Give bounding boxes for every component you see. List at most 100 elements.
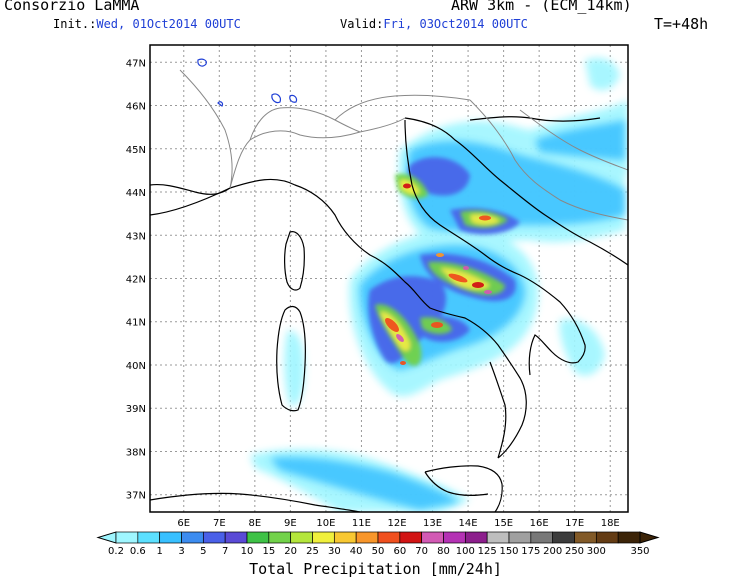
lat-label-10: 37N	[126, 491, 146, 502]
colorbar-label-14: 70	[415, 546, 428, 557]
colorbar-swatch-5	[224, 531, 248, 544]
coastline-corsica	[284, 231, 305, 291]
colorbar-swatch-1	[137, 531, 161, 544]
lon-label-4: 10E	[316, 518, 335, 529]
precip-area-sardinia-east	[284, 330, 305, 407]
lon-label-8: 14E	[459, 518, 478, 529]
borders	[179, 69, 628, 221]
coastline-france	[150, 183, 231, 195]
colorbar-swatch-14	[421, 531, 444, 544]
longitude-labels: 6E 7E 8E 9E 10E 11E 12E 13E 14E 15E 16E 17E 18E	[177, 518, 619, 529]
lon-label-9: 15E	[494, 518, 513, 529]
colorbar-swatch-8	[290, 531, 313, 544]
coastline-sardinia	[276, 305, 306, 412]
init-time: Init.:Wed, 01Oct2014 00UTC	[53, 18, 241, 30]
lat-label-8: 39N	[126, 404, 146, 415]
lon-label-3: 9E	[284, 518, 297, 529]
lead-time: T=+48h	[654, 15, 709, 33]
colorbar-label-18: 150	[499, 546, 518, 557]
colorbar-label-3: 3	[178, 546, 184, 557]
coastline-italy-north	[150, 119, 586, 459]
colorbar-label-23: 350	[630, 546, 649, 557]
lon-label-5: 11E	[352, 518, 371, 529]
colorbar-label-1: 0.6	[130, 546, 146, 557]
border-swiss	[249, 107, 361, 141]
lon-label-1: 7E	[213, 518, 226, 529]
coastline-sicily	[424, 465, 503, 512]
valid-value: Fri, 03Oct2014 00UTC	[383, 17, 528, 31]
lat-label-2: 45N	[126, 145, 146, 156]
colorbar-label-22: 300	[587, 546, 606, 557]
coastlines	[150, 116, 628, 512]
colorbar-label-15: 80	[437, 546, 450, 557]
colorbar-label-9: 25	[306, 546, 319, 557]
colorbar-swatch-12	[377, 531, 401, 544]
colorbar-swatch-6	[246, 531, 270, 544]
precip-area-ionian	[559, 319, 605, 376]
colorbar-arrow-high	[639, 531, 660, 544]
colorbar-swatch-16	[464, 531, 488, 544]
colorbar-swatch-21	[574, 531, 597, 544]
border-balkans-inner	[469, 99, 628, 221]
colorbar-label-20: 200	[543, 546, 562, 557]
colorbar-swatch-11	[355, 531, 379, 544]
lon-label-10: 16E	[530, 518, 549, 529]
colorbar-label-17: 125	[478, 546, 497, 557]
colorbar-arrow-low	[96, 531, 117, 544]
colorbar-label-19: 175	[521, 546, 540, 557]
init-value: Wed, 01Oct2014 00UTC	[96, 17, 241, 31]
lat-label-0: 47N	[126, 58, 146, 69]
lat-label-7: 40N	[126, 361, 146, 372]
lat-label-9: 38N	[126, 447, 146, 458]
colorbar-label-21: 250	[565, 546, 584, 557]
colorbar-swatch-10	[333, 531, 357, 544]
colorbar-title: Total Precipitation [mm/24h]	[249, 560, 502, 578]
colorbar-swatch-13	[399, 531, 423, 544]
lon-label-6: 12E	[387, 518, 406, 529]
colorbar-swatch-3	[181, 531, 204, 544]
lat-label-3: 44N	[126, 188, 146, 199]
lat-label-1: 46N	[126, 102, 146, 113]
colorbar-swatch-17	[486, 531, 510, 544]
colorbar-label-5: 7	[222, 546, 228, 557]
colorbar-swatch-2	[159, 531, 182, 544]
colorbar-swatch-19	[530, 531, 554, 544]
lat-label-5: 42N	[126, 275, 146, 286]
lat-label-4: 43N	[126, 231, 146, 242]
border-austria	[334, 94, 471, 121]
colorbar-label-2: 1	[156, 546, 162, 557]
colorbar-swatch-20	[552, 531, 575, 544]
colorbar-swatch-18	[508, 531, 532, 544]
colorbar-swatch-0	[115, 531, 139, 544]
lon-label-12: 18E	[601, 518, 620, 529]
init-label: Init.:	[53, 17, 97, 31]
lakes	[197, 58, 298, 107]
valid-time: Valid:Fri, 03Oct2014 00UTC	[340, 18, 528, 30]
colorbar-swatch-22	[595, 531, 619, 544]
lon-label-11: 17E	[565, 518, 584, 529]
colorbar: 0.2 0.6 1 3 5 7 10 15 20 25 30 40 50 60 70 80 100 125 150 1…	[96, 531, 660, 557]
border-balkans-inner-2	[519, 109, 628, 171]
colorbar-label-8: 20	[284, 546, 297, 557]
map-frame	[149, 44, 629, 513]
colorbar-label-6: 10	[241, 546, 254, 557]
model-title: ARW 3km - (ECM_14km)	[451, 0, 632, 14]
border-alps	[229, 117, 406, 189]
org-title: Consorzio LaMMA	[4, 0, 140, 14]
valid-label: Valid:	[340, 17, 384, 31]
colorbar-swatch-9	[312, 531, 335, 544]
colorbar-swatch-15	[443, 531, 466, 544]
lon-label-7: 13E	[423, 518, 442, 529]
lon-label-2: 8E	[248, 518, 261, 529]
colorbar-label-11: 40	[350, 546, 363, 557]
colorbar-label-12: 50	[372, 546, 385, 557]
coastline-africa	[150, 492, 361, 512]
latitude-labels: 47N 46N 45N 44N 43N 42N 41N 40N 39N 38N 37N	[126, 58, 146, 501]
colorbar-label-4: 5	[200, 546, 206, 557]
colorbar-label-0: 0.2	[108, 546, 124, 557]
border-france-inner	[179, 69, 233, 189]
colorbar-swatch-4	[202, 531, 226, 544]
colorbar-label-7: 15	[262, 546, 275, 557]
colorbar-swatch-7	[268, 531, 292, 544]
